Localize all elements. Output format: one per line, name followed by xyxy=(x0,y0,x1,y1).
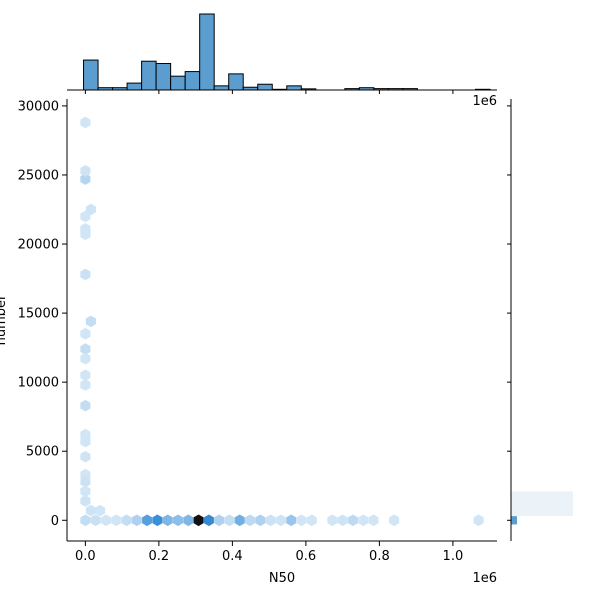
right-hist-bar xyxy=(511,491,573,500)
top-hist-bar xyxy=(126,82,143,91)
hexbin-cell xyxy=(224,514,235,527)
top-hist-bar xyxy=(213,85,230,91)
hexbin-cell xyxy=(265,514,276,527)
x-tick-label: 0.0 xyxy=(75,549,96,564)
hexbin-cell xyxy=(85,315,96,328)
hexbin-cell xyxy=(121,514,132,527)
hexbin-cell xyxy=(358,514,369,527)
joint-axes xyxy=(66,99,497,542)
hexbin-cell xyxy=(214,514,225,527)
hexbin-cell xyxy=(80,379,91,391)
x-tick-label: 1.0 xyxy=(443,549,464,564)
y-tick-label: 30000 xyxy=(18,99,59,114)
x-tick-label: 0.2 xyxy=(149,549,170,564)
hexbin-cell xyxy=(183,514,194,527)
y-tick-label: 5000 xyxy=(26,445,59,460)
hexbin-cell xyxy=(327,514,338,527)
right-hist-bar xyxy=(511,516,517,525)
hexbin-plot xyxy=(80,116,484,527)
hexbin-cell xyxy=(80,328,91,340)
hexbin-cell xyxy=(142,514,153,527)
top-hist-bar xyxy=(199,13,215,91)
hexbin-cell xyxy=(389,514,400,527)
hexbin-cell xyxy=(473,514,484,527)
y-tick-label: 15000 xyxy=(18,307,59,322)
top-hist-bar xyxy=(257,83,273,91)
hexbin-cell xyxy=(306,514,317,527)
hexbin-cell xyxy=(337,514,348,527)
top-hist-bar xyxy=(184,71,201,91)
hexbin-cell xyxy=(131,514,142,527)
top-hist-bar xyxy=(141,60,157,91)
hexbin-cell xyxy=(80,514,91,527)
y-axis-label: number xyxy=(0,294,9,345)
hexbin-cell xyxy=(286,514,297,527)
x-axis-label: N50 xyxy=(269,571,295,586)
top-hist-bar xyxy=(83,59,99,91)
top-hist-bar xyxy=(228,73,244,91)
right-hist-bar xyxy=(511,507,573,517)
x-tick-label: 0.6 xyxy=(296,549,317,564)
hexbin-cell xyxy=(111,514,122,527)
hexbin-cell xyxy=(80,173,91,185)
hexbin-cell xyxy=(347,514,358,527)
top-offset-text: 1e6 xyxy=(472,94,497,109)
y-tick-label: 10000 xyxy=(18,376,59,391)
y-tick-label: 25000 xyxy=(18,168,59,183)
hexbin-cell xyxy=(80,210,91,223)
hexbin-cell xyxy=(172,514,184,527)
hexbin-cell xyxy=(255,514,266,527)
hexbin-cell xyxy=(296,514,307,527)
right-hist-bar xyxy=(511,499,573,508)
hexbin-cell xyxy=(368,514,379,527)
hexbin-cell xyxy=(80,399,91,412)
hexbin-cell xyxy=(80,475,91,488)
top-marginal-histogram xyxy=(83,13,491,94)
hexbin-cell xyxy=(152,514,163,527)
x-axis-ticks: 0.0 0.2 0.4 0.6 0.8 1.0 xyxy=(75,541,463,564)
hexbin-cell xyxy=(100,514,111,527)
hexbin-cell xyxy=(193,514,204,527)
hexbin-cell xyxy=(95,504,106,517)
hexbin-cell xyxy=(234,514,245,527)
hexbin-cell xyxy=(80,495,91,507)
hexbin-cell xyxy=(80,352,91,365)
hexbin-cell xyxy=(80,343,91,355)
top-hist-bar xyxy=(286,85,302,91)
hexbin-cell xyxy=(80,435,91,448)
hexbin-cell xyxy=(90,514,101,527)
x-tick-label: 0.4 xyxy=(222,549,243,564)
hexbin-cell xyxy=(80,485,91,498)
top-hist-bar xyxy=(170,75,186,91)
x-offset-text: 1e6 xyxy=(472,571,497,586)
hexbin-cell xyxy=(80,165,91,177)
hexbin-cell xyxy=(80,268,91,281)
hexbin-cell xyxy=(80,369,91,382)
y-tick-label: 0 xyxy=(51,514,59,529)
hexbin-cell xyxy=(203,514,214,527)
y-axis-ticks: 0 5000 10000 15000 20000 25000 30000 xyxy=(18,99,67,529)
hexbin-cell xyxy=(162,514,173,527)
hexbin-cell xyxy=(80,228,91,241)
right-marginal-histogram xyxy=(507,105,573,525)
hexbin-cell xyxy=(275,514,286,527)
hexbin-cell xyxy=(80,450,91,463)
hexbin-cell xyxy=(80,116,91,129)
top-hist-bar xyxy=(155,63,172,91)
x-tick-label: 0.8 xyxy=(369,549,390,564)
hexbin-cell xyxy=(85,504,96,517)
y-tick-label: 20000 xyxy=(18,238,59,253)
hexbin-cell xyxy=(245,514,256,527)
